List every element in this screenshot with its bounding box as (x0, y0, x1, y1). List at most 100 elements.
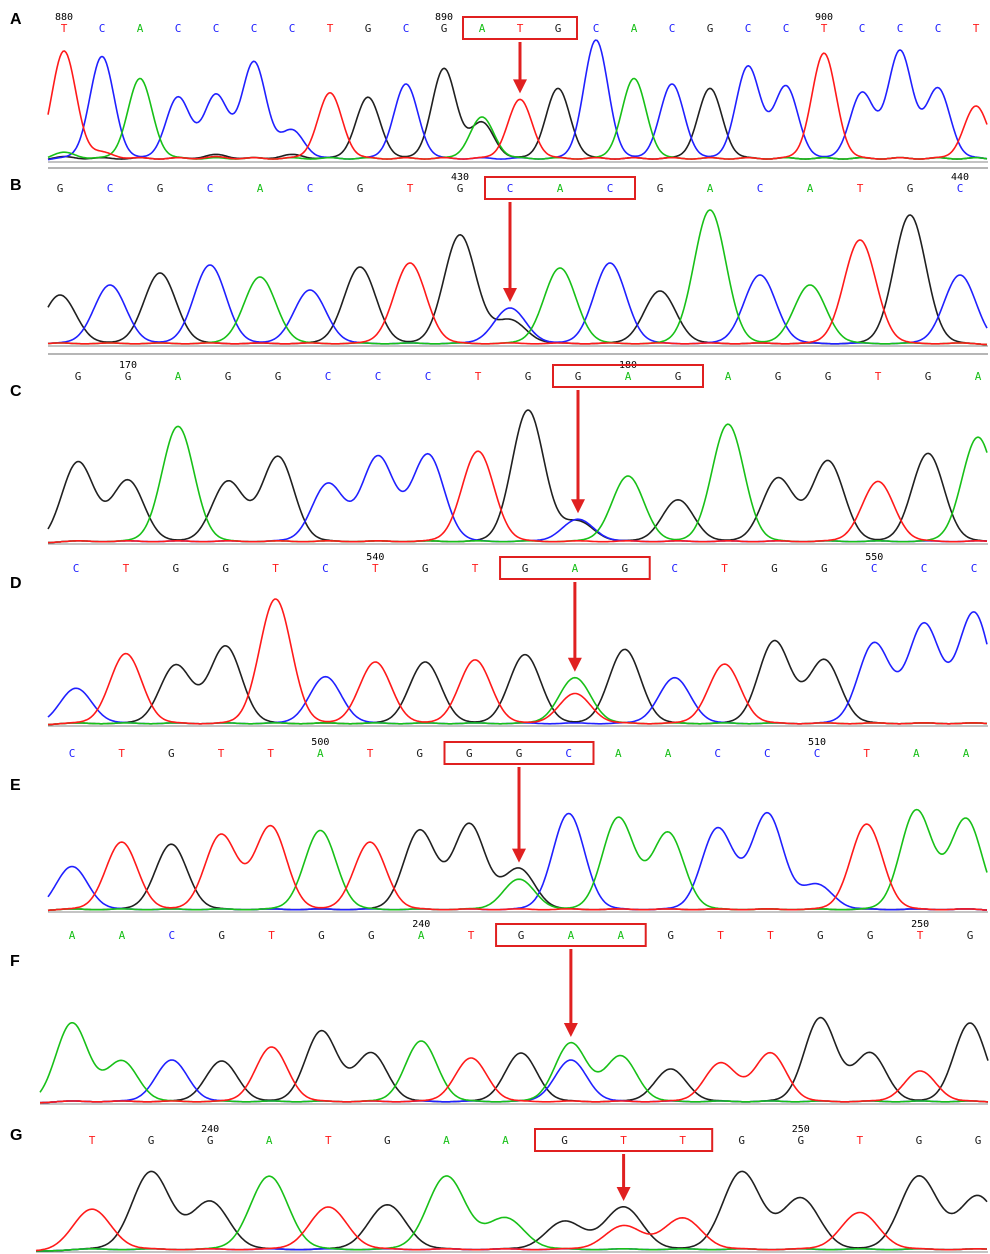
base-call: C (871, 562, 878, 575)
base-call: A (807, 182, 814, 195)
base-call: A (266, 1134, 273, 1147)
base-call: C (213, 22, 220, 35)
base-call: G (365, 22, 372, 35)
base-call: G (775, 370, 782, 383)
base-call: T (218, 747, 225, 760)
base-call: G (57, 182, 64, 195)
base-call: T (973, 22, 980, 35)
trace-G (47, 409, 988, 543)
mutation-arrow (567, 582, 582, 672)
base-call: A (617, 929, 624, 942)
base-call: C (669, 22, 676, 35)
trace-T (47, 50, 988, 160)
base-call: A (572, 562, 579, 575)
position-label: 240 (201, 1124, 219, 1135)
base-call: G (522, 562, 529, 575)
base-call: A (479, 22, 486, 35)
base-call: C (99, 22, 106, 35)
base-call: T (267, 747, 274, 760)
mutation-highlight-box (484, 176, 636, 200)
base-call: A (137, 22, 144, 35)
trace-T (35, 1206, 987, 1252)
base-call: C (764, 747, 771, 760)
base-call: T (475, 370, 482, 383)
base-call: G (441, 22, 448, 35)
base-call: G (318, 929, 325, 942)
base-call: G (657, 182, 664, 195)
base-call: C (307, 182, 314, 195)
panel-letter: C (10, 383, 22, 400)
base-call: T (407, 182, 414, 195)
base-call: C (403, 22, 410, 35)
base-call: C (565, 747, 572, 760)
base-call: G (157, 182, 164, 195)
panel-letter: D (10, 575, 22, 592)
base-call: C (859, 22, 866, 35)
trace-G (40, 1016, 989, 1104)
base-call: T (272, 562, 279, 575)
base-call: A (175, 370, 182, 383)
base-call: G (707, 22, 714, 35)
base-call: G (357, 182, 364, 195)
base-call: G (561, 1134, 568, 1147)
base-call: T (857, 182, 864, 195)
position-label: 890 (435, 12, 453, 23)
base-call: G (675, 370, 682, 383)
base-call: C (207, 182, 214, 195)
base-call: G (384, 1134, 391, 1147)
base-call: G (518, 929, 525, 942)
base-call: T (472, 562, 479, 575)
base-call: G (275, 370, 282, 383)
trace-T (47, 823, 988, 912)
base-call: C (921, 562, 928, 575)
position-label: 880 (55, 12, 73, 23)
base-call: A (625, 370, 632, 383)
base-call: G (416, 747, 423, 760)
base-call: A (631, 22, 638, 35)
base-call: C (175, 22, 182, 35)
trace-T (40, 1046, 989, 1104)
base-call: C (607, 182, 614, 195)
base-call: C (757, 182, 764, 195)
base-call: G (75, 370, 82, 383)
base-call: C (783, 22, 790, 35)
position-label: 170 (119, 360, 137, 371)
base-call: G (621, 562, 628, 575)
base-call: G (821, 562, 828, 575)
base-call: A (975, 370, 982, 383)
base-call: C (957, 182, 964, 195)
base-call: T (468, 929, 475, 942)
base-call: T (327, 22, 334, 35)
base-call: C (69, 747, 76, 760)
base-call: G (667, 929, 674, 942)
panel-letter: G (10, 1127, 22, 1144)
position-label: 900 (815, 12, 833, 23)
mutation-arrow (512, 767, 526, 863)
base-call: G (457, 182, 464, 195)
base-call: A (502, 1134, 509, 1147)
base-call: A (119, 929, 126, 942)
mutation-highlight-box (495, 923, 647, 947)
base-call: G (466, 747, 473, 760)
mutation-arrow (513, 42, 527, 94)
base-call: G (168, 747, 175, 760)
mutation-highlight-box (443, 741, 595, 765)
base-call: T (118, 747, 125, 760)
trace-A (47, 808, 988, 912)
base-call: G (422, 562, 429, 575)
base-call: C (897, 22, 904, 35)
base-call: G (575, 370, 582, 383)
base-call: G (867, 929, 874, 942)
panel-F: F 240 250 A A C G T G G A T G A A G T T G G T G (10, 919, 989, 1105)
base-call: T (268, 929, 275, 942)
panel-letter: A (10, 11, 22, 28)
base-call: T (717, 929, 724, 942)
base-call: C (935, 22, 942, 35)
base-call: G (825, 370, 832, 383)
base-call: G (916, 1134, 923, 1147)
base-call: A (615, 747, 622, 760)
